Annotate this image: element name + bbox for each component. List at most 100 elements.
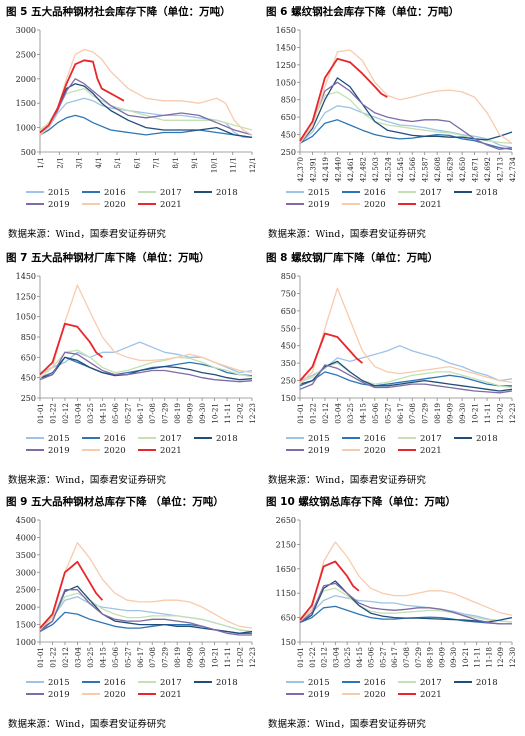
x-tick-label: 01-22 [48,647,57,668]
chart-panel-5: 图 9 五大品种钢材总库存下降 （单位：万吨） 4500 4000 3500 3000… [4,494,262,736]
y-tick-label: 250 [281,148,296,157]
legend-label-2015: 2015 [48,678,70,688]
x-tick-label: 04-15 [358,403,367,424]
x-tick-label: 42,545 [396,157,405,183]
chart-title: 图 6 螺纹钢社会库存下降（单位：万吨） [266,6,460,18]
x-tick-label: 11-11 [223,647,232,668]
series-line-2015 [39,341,253,374]
x-tick-label: 03-25 [86,647,95,668]
x-tick-label: 05-27 [123,403,132,424]
x-tick-label: 01-01 [36,403,45,424]
legend-label-2019: 2019 [308,446,330,456]
x-tick-label: 07-08 [402,647,411,668]
legend-label-2020: 2020 [104,690,126,700]
series-line-2018 [39,83,253,139]
x-tick-label: 07-29 [414,647,423,668]
series-line-2021 [39,560,104,629]
legend-label-2018: 2018 [216,188,238,198]
series-line-2021 [299,332,363,382]
x-tick-label: 07-29 [161,647,170,668]
y-tick-label: 2150 [276,540,296,549]
x-tick-label: 04-15 [98,647,107,668]
y-tick-label: 1650 [276,26,296,35]
x-tick-label: 03-04 [73,647,82,668]
y-tick-label: 1500 [16,621,36,630]
x-tick-label: 42,650 [458,157,467,183]
chart-title: 图 8 螺纹钢厂库下降（单位：万吨） [266,252,439,264]
x-tick-label: 42,419 [321,157,330,183]
legend-label-2021: 2021 [420,200,442,210]
legend-label-2016: 2016 [104,434,126,444]
legend-label-2021: 2021 [160,690,182,700]
x-tick-label: 09-30 [198,647,207,668]
chart-title: 图 5 五大品种钢材社会库存下降（单位：万吨） [6,6,231,18]
x-tick-label: 12-09 [496,647,505,668]
x-tick-label: 07-08 [408,403,417,424]
x-tick-label: 12-23 [248,647,257,668]
series-line-2017 [299,587,513,623]
x-tick-label: 42,566 [408,157,417,183]
x-tick-label: 12-23 [248,403,257,424]
x-tick-label: 42,482 [358,157,367,182]
legend-label-2018: 2018 [216,678,238,688]
legend-label-2021: 2021 [420,690,442,700]
x-tick-label: 42,608 [433,157,442,183]
y-tick-label: 3000 [16,568,36,577]
series-line-2018 [39,585,253,634]
x-tick-label: 03-04 [331,647,340,668]
series-line-2020 [39,48,253,136]
y-tick-label: 2000 [16,603,36,612]
y-tick-label: 150 [281,638,296,647]
y-tick-label: 1150 [276,589,296,598]
x-tick-label: 01-22 [48,403,57,424]
x-tick-label: 42,391 [308,157,317,182]
x-tick-label: 42,671 [471,157,480,182]
x-tick-label: 08-19 [433,403,442,424]
x-tick-label: 09-09 [437,647,446,668]
y-tick-label: 850 [281,96,296,105]
x-tick-label: 03-25 [346,403,355,424]
y-tick-label: 350 [281,359,296,368]
chart-panel-4: 图 8 螺纹钢厂库下降（单位：万吨） 850 750 650 550 450 350 250… [264,250,522,492]
x-tick-label: 01-01 [296,647,305,668]
legend-label-2019: 2019 [48,200,70,210]
x-tick-label: 11-11 [483,403,492,424]
x-tick-label: 8/1 [171,157,180,169]
legend-label-2019: 2019 [48,690,70,700]
series-line-2015 [299,105,513,149]
x-tick-label: 10-21 [461,647,470,668]
chart-title: 图 9 五大品种钢材总库存下降 （单位：万吨） [6,496,224,508]
x-tick-label: 01-22 [308,403,317,424]
chart-source: 数据来源：Wind，国泰君安证券研究 [268,719,426,730]
legend-label-2018: 2018 [476,188,498,198]
legend-label-2021: 2021 [420,446,442,456]
x-tick-label: 07-08 [148,403,157,424]
x-tick-label: 7/1 [152,157,161,169]
x-tick-label: 12-02 [496,403,505,424]
series-line-2020 [39,542,253,631]
x-tick-label: 01-22 [308,647,317,668]
x-tick-label: 12-02 [236,403,245,424]
legend-label-2019: 2019 [308,690,330,700]
legend-label-2016: 2016 [364,678,386,688]
legend-label-2017: 2017 [160,434,182,444]
x-tick-label: 07-29 [161,403,170,424]
x-tick-label: 09-09 [186,403,195,424]
x-tick-label: 42,524 [383,157,392,183]
series-line-2020 [299,49,513,144]
x-tick-label: 06-17 [390,647,399,668]
x-tick-label: 5/1 [113,157,122,169]
legend-label-2017: 2017 [420,188,442,198]
y-tick-label: 3000 [16,26,36,35]
legend-label-2021: 2021 [160,200,182,210]
y-tick-label: 1250 [16,292,36,301]
legend-label-2015: 2015 [48,188,70,198]
y-tick-label: 2000 [16,75,36,84]
x-tick-label: 11/1 [229,157,238,173]
legend-label-2015: 2015 [308,434,330,444]
x-tick-label: 01-01 [36,647,45,668]
series-line-2019 [299,364,513,394]
series-line-2019 [39,78,253,136]
